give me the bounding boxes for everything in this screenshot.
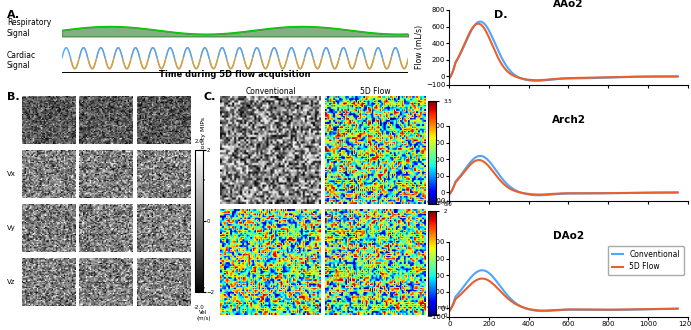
Text: Vz: Vz [7,279,15,285]
Text: A.: A. [7,10,20,20]
Text: Systolic Streamlines: Systolic Streamlines [201,229,206,292]
Text: vel (m/s): vel (m/s) [427,200,448,205]
Title: Arch2: Arch2 [551,115,585,125]
Y-axis label: Flow (mL/s): Flow (mL/s) [415,25,424,69]
Text: Time during 5D flow acquisition: Time during 5D flow acquisition [160,71,311,80]
Text: C.: C. [203,92,216,102]
Text: Cardiac
Signal: Cardiac Signal [7,50,36,70]
Text: Vx: Vx [6,171,15,177]
Title: DAo2: DAo2 [553,231,584,241]
Legend: Conventional, 5D Flow: Conventional, 5D Flow [608,246,683,275]
Text: Vel
(m/s): Vel (m/s) [196,310,211,321]
Text: vel (m/s): vel (m/s) [427,305,448,310]
Text: Vy: Vy [7,225,15,231]
Text: Systolic Velocity MIPs: Systolic Velocity MIPs [201,117,206,184]
Text: D.: D. [494,10,508,20]
Text: Respiratory
Signal: Respiratory Signal [7,18,51,38]
Y-axis label: Flow (mL/s): Flow (mL/s) [415,257,424,301]
Title: AAo2: AAo2 [553,0,584,9]
Y-axis label: Flow (mL/s): Flow (mL/s) [415,141,424,185]
Text: B.: B. [7,92,19,102]
